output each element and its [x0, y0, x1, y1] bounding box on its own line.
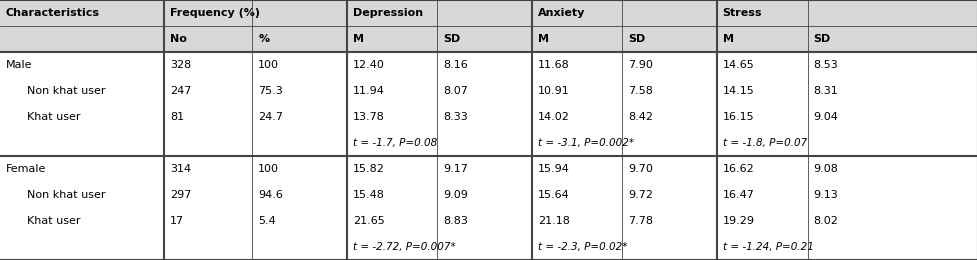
Text: 94.6: 94.6	[258, 190, 282, 200]
Text: 13.78: 13.78	[353, 112, 385, 122]
Text: 8.07: 8.07	[443, 86, 467, 96]
Text: 81: 81	[170, 112, 184, 122]
Text: 7.58: 7.58	[627, 86, 652, 96]
Text: t = -1.24, P=0.21: t = -1.24, P=0.21	[722, 242, 813, 252]
Text: 14.65: 14.65	[722, 60, 753, 70]
Text: 15.64: 15.64	[537, 190, 569, 200]
Text: 16.62: 16.62	[722, 164, 753, 174]
Text: Khat user: Khat user	[27, 216, 81, 226]
Text: 10.91: 10.91	[537, 86, 569, 96]
Text: Anxiety: Anxiety	[537, 8, 584, 18]
Text: 9.08: 9.08	[813, 164, 837, 174]
Text: 5.4: 5.4	[258, 216, 276, 226]
Text: 8.31: 8.31	[813, 86, 837, 96]
Text: 19.29: 19.29	[722, 216, 754, 226]
Text: 9.70: 9.70	[627, 164, 652, 174]
Text: 24.7: 24.7	[258, 112, 283, 122]
Text: 8.16: 8.16	[443, 60, 467, 70]
Text: No: No	[170, 34, 187, 44]
Text: SD: SD	[627, 34, 645, 44]
Text: 17: 17	[170, 216, 184, 226]
Text: 12.40: 12.40	[353, 60, 385, 70]
Text: 297: 297	[170, 190, 191, 200]
Text: 247: 247	[170, 86, 191, 96]
Text: Frequency (%): Frequency (%)	[170, 8, 260, 18]
Text: 14.15: 14.15	[722, 86, 753, 96]
Text: 14.02: 14.02	[537, 112, 570, 122]
Text: Non khat user: Non khat user	[27, 86, 106, 96]
Text: Depression: Depression	[353, 8, 423, 18]
Text: 15.82: 15.82	[353, 164, 385, 174]
Text: t = -1.7, P=0.08: t = -1.7, P=0.08	[353, 138, 437, 148]
Text: %: %	[258, 34, 269, 44]
Text: 11.68: 11.68	[537, 60, 569, 70]
Text: 8.83: 8.83	[443, 216, 467, 226]
Text: 100: 100	[258, 60, 278, 70]
Text: 9.13: 9.13	[813, 190, 837, 200]
Text: 8.42: 8.42	[627, 112, 653, 122]
Text: 7.90: 7.90	[627, 60, 652, 70]
Text: 21.18: 21.18	[537, 216, 570, 226]
Text: Characteristics: Characteristics	[6, 8, 100, 18]
Text: M: M	[537, 34, 548, 44]
Bar	[0, 0, 977, 26]
Text: Stress: Stress	[722, 8, 761, 18]
Text: t = -3.1, P=0.002*: t = -3.1, P=0.002*	[537, 138, 633, 148]
Text: 16.47: 16.47	[722, 190, 754, 200]
Text: SD: SD	[813, 34, 830, 44]
Text: 15.94: 15.94	[537, 164, 570, 174]
Text: 16.15: 16.15	[722, 112, 753, 122]
Text: 21.65: 21.65	[353, 216, 384, 226]
Text: 8.33: 8.33	[443, 112, 467, 122]
Text: Female: Female	[6, 164, 46, 174]
Text: 100: 100	[258, 164, 278, 174]
Text: 9.09: 9.09	[443, 190, 467, 200]
Text: t = -2.72, P=0.007*: t = -2.72, P=0.007*	[353, 242, 455, 252]
Text: 75.3: 75.3	[258, 86, 282, 96]
Text: 15.48: 15.48	[353, 190, 385, 200]
Text: 9.72: 9.72	[627, 190, 653, 200]
Text: Khat user: Khat user	[27, 112, 81, 122]
Text: 328: 328	[170, 60, 191, 70]
Text: 9.17: 9.17	[443, 164, 467, 174]
Text: M: M	[722, 34, 733, 44]
Text: 8.02: 8.02	[813, 216, 837, 226]
Text: 8.53: 8.53	[813, 60, 837, 70]
Text: t = -2.3, P=0.02*: t = -2.3, P=0.02*	[537, 242, 627, 252]
Text: 7.78: 7.78	[627, 216, 653, 226]
Bar	[0, 26, 977, 52]
Text: Male: Male	[6, 60, 32, 70]
Text: M: M	[353, 34, 363, 44]
Text: Non khat user: Non khat user	[27, 190, 106, 200]
Text: 11.94: 11.94	[353, 86, 385, 96]
Text: 314: 314	[170, 164, 191, 174]
Text: 9.04: 9.04	[813, 112, 837, 122]
Text: t = -1.8, P=0.07: t = -1.8, P=0.07	[722, 138, 806, 148]
Text: SD: SD	[443, 34, 460, 44]
